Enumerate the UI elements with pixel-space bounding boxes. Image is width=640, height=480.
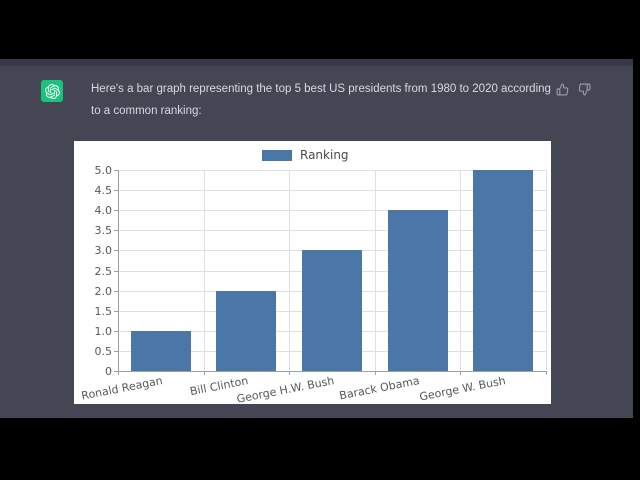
x-category-label: George W. Bush bbox=[418, 374, 507, 404]
thumbs-down-button[interactable] bbox=[578, 83, 591, 96]
chart-legend: Ranking bbox=[262, 148, 349, 162]
y-tick-mark bbox=[114, 310, 118, 312]
page-background-strip bbox=[0, 59, 633, 66]
assistant-message-text: Here's a bar graph representing the top … bbox=[91, 78, 551, 122]
x-category-label: Barack Obama bbox=[338, 374, 421, 403]
bar bbox=[387, 210, 448, 371]
gridline-horizontal bbox=[118, 210, 546, 212]
y-axis-line bbox=[118, 170, 119, 371]
gridline-vertical bbox=[546, 170, 547, 371]
thumbs-up-icon bbox=[556, 83, 569, 96]
y-tick-mark bbox=[114, 290, 118, 292]
feedback-buttons bbox=[556, 83, 591, 96]
bar bbox=[473, 170, 534, 371]
y-tick-mark bbox=[114, 371, 118, 372]
bar bbox=[130, 330, 191, 371]
y-tick-mark bbox=[114, 170, 118, 171]
chart-image: Ranking 0 0.5 1.0 1.5 2.0 2.5 3.0 3.5 4.0 4.5 5.0 R… bbox=[74, 141, 551, 406]
y-tick-mark bbox=[114, 270, 118, 272]
y-tick-label: 5.0 bbox=[94, 164, 113, 177]
message-line-1: Here's a bar graph representing the top … bbox=[91, 83, 551, 95]
y-tick-label: 1.5 bbox=[94, 304, 113, 318]
openai-logo-icon bbox=[44, 83, 60, 99]
x-tick-mark bbox=[118, 371, 119, 375]
x-tick-mark bbox=[460, 371, 462, 375]
y-tick-mark bbox=[114, 190, 118, 192]
y-tick-label: 2.5 bbox=[94, 264, 113, 278]
thumbs-down-icon bbox=[578, 83, 591, 96]
gridline-vertical bbox=[203, 170, 205, 371]
gridline-vertical bbox=[460, 170, 462, 371]
y-tick-mark bbox=[114, 210, 118, 212]
gridline-vertical bbox=[374, 170, 376, 371]
x-tick-mark bbox=[203, 371, 205, 375]
bar bbox=[216, 290, 277, 371]
bar bbox=[302, 250, 362, 371]
legend-label: Ranking bbox=[300, 148, 349, 162]
gridline-horizontal bbox=[118, 230, 546, 232]
message-line-2: to a common ranking: bbox=[91, 105, 202, 117]
y-tick-mark bbox=[114, 350, 118, 352]
y-tick-label: 0.5 bbox=[94, 344, 113, 358]
x-axis-line bbox=[118, 371, 547, 372]
y-tick-label: 4.0 bbox=[94, 204, 113, 218]
y-tick-label: 4.5 bbox=[94, 184, 113, 198]
assistant-message-row: Here's a bar graph representing the top … bbox=[0, 66, 633, 418]
y-tick-label: 3.0 bbox=[94, 244, 113, 258]
x-tick-mark bbox=[546, 371, 547, 375]
x-tick-mark bbox=[374, 371, 376, 375]
x-category-label: Ronald Reagan bbox=[80, 374, 165, 403]
x-tick-mark bbox=[289, 371, 291, 375]
gridline-horizontal bbox=[118, 170, 546, 171]
x-category-label: George H.W. Bush bbox=[235, 374, 336, 406]
y-tick-label: 0 bbox=[105, 365, 112, 378]
gridline-vertical bbox=[289, 170, 291, 371]
gridline-horizontal bbox=[118, 190, 546, 192]
assistant-avatar bbox=[41, 80, 63, 102]
y-tick-label: 2.0 bbox=[94, 284, 113, 298]
y-tick-mark bbox=[114, 230, 118, 232]
y-tick-label: 3.5 bbox=[94, 224, 113, 238]
thumbs-up-button[interactable] bbox=[556, 83, 569, 96]
y-tick-mark bbox=[114, 330, 118, 332]
y-tick-label: 1.0 bbox=[94, 324, 113, 338]
y-tick-mark bbox=[114, 250, 118, 252]
legend-swatch bbox=[262, 149, 292, 161]
